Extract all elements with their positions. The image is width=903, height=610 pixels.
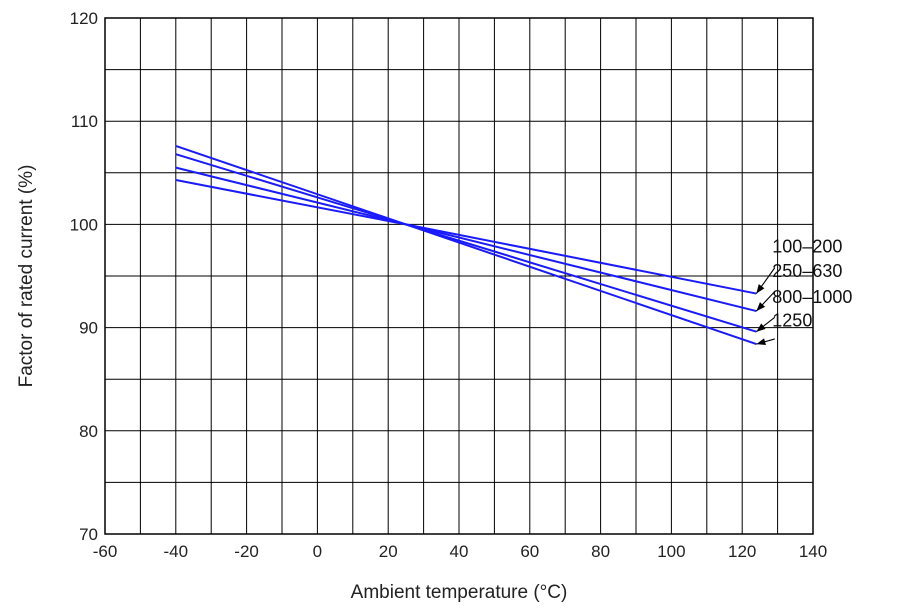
grid — [105, 18, 813, 534]
series-line — [175, 179, 757, 295]
series-lines — [175, 145, 757, 346]
series-line — [175, 166, 757, 313]
y-tick-label: 70 — [79, 525, 98, 544]
x-tick-label: 100 — [657, 542, 685, 561]
annotation-arrowhead — [756, 284, 765, 294]
series-label: 250–630 — [772, 261, 842, 281]
plot-frame — [104, 17, 814, 535]
y-tick-label: 90 — [79, 319, 98, 338]
series-line — [175, 153, 757, 333]
series-annotations: 100–200 250–630 800–1000 1250 — [755, 236, 852, 346]
tick-labels: -60 -40 -20 0 20 40 60 80 100 120 140 70 80 90 100 110 1… — [70, 9, 828, 561]
series-line — [175, 145, 757, 346]
x-tick-label: -20 — [234, 542, 259, 561]
x-axis-title: Ambient temperature (°C) — [351, 582, 568, 603]
x-tick-label: 140 — [799, 542, 827, 561]
x-tick-label: 80 — [591, 542, 610, 561]
y-tick-label: 100 — [70, 215, 98, 234]
x-tick-label: 40 — [450, 542, 469, 561]
series-label: 1250 — [772, 311, 812, 331]
annotation-arrowhead — [756, 323, 766, 332]
y-tick-label: 80 — [79, 422, 98, 441]
series-label: 800–1000 — [772, 287, 852, 307]
x-tick-label: 0 — [313, 542, 322, 561]
x-tick-label: 60 — [520, 542, 539, 561]
y-tick-label: 110 — [71, 112, 98, 131]
annotation-arrowhead — [756, 302, 766, 312]
y-tick-label: 120 — [70, 9, 98, 28]
x-tick-label: 20 — [379, 542, 398, 561]
y-axis-title: Factor of rated current (%) — [16, 165, 37, 388]
annotation-arrowhead — [756, 338, 766, 346]
x-tick-label: -40 — [164, 542, 189, 561]
x-tick-label: -60 — [93, 542, 118, 561]
x-tick-label: 120 — [728, 542, 756, 561]
series-label: 100–200 — [772, 236, 842, 256]
